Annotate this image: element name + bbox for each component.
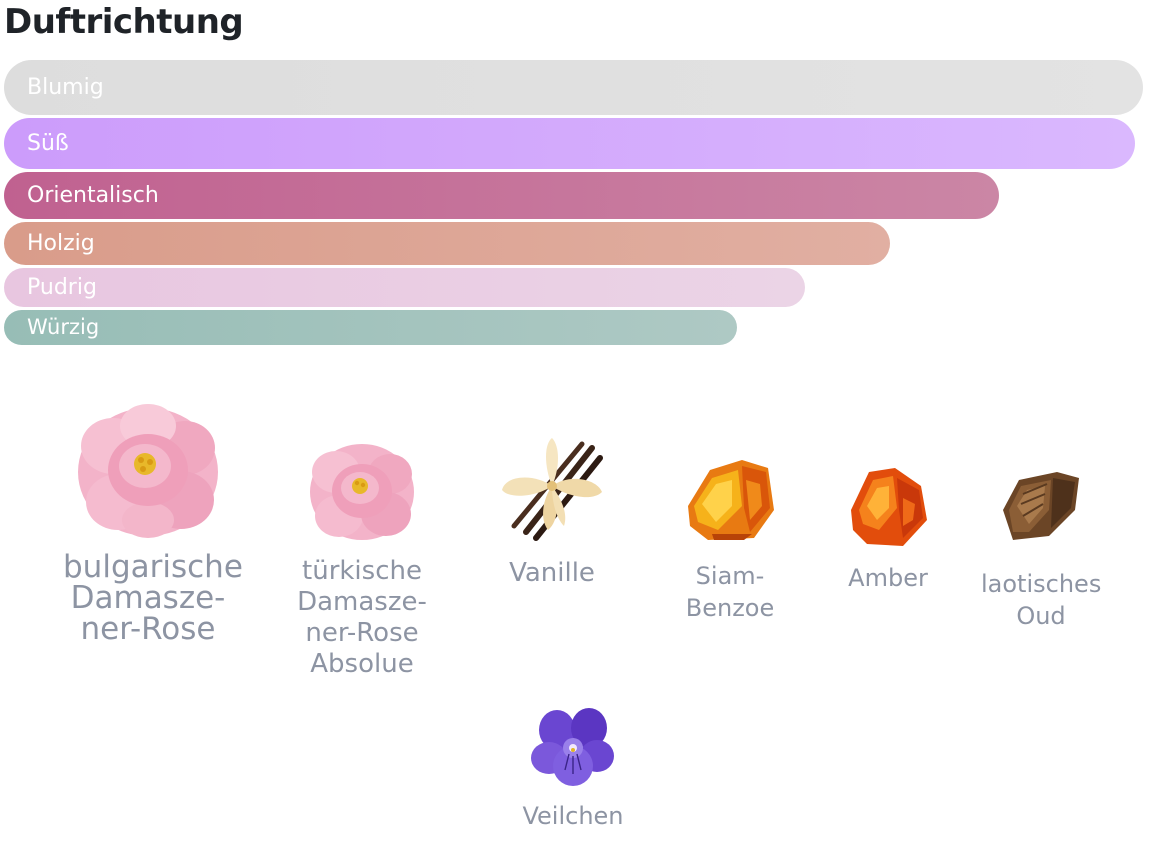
ingredient-name: Siam-Benzoe [685,562,775,622]
section-title: Duftrichtung [4,2,244,42]
scent-bar-label: Holzig [27,230,95,256]
scent-bar-label: Blumig [27,74,104,100]
scent-bar-suess: Süß [4,118,1135,169]
scent-bar-label: Süß [27,130,69,156]
violet-flower-icon [531,708,614,786]
scent-bar-wuerzig: Würzig [4,310,737,345]
ingredient-name: Amber [848,564,928,592]
oud-wood-icon [1003,472,1079,540]
scent-bar-pudrig: Pudrig [4,268,805,307]
scent-bar-blumig: Blumig [4,60,1143,115]
scent-bar-holzig: Holzig [4,222,890,265]
amber-stone-icon [851,468,927,546]
pink-rose-icon [310,444,414,540]
pink-rose-icon [78,404,218,538]
ingredient-name: türkische Damasze-ner-Rose Absolue [297,556,427,679]
ingredient-laotian-oud: laotisches Oud [978,470,1104,632]
ingredient-turkish-rose: türkische Damasze-ner-Rose Absolue [292,436,432,680]
ingredient-violet: Veilchen [516,704,630,832]
vanilla-flower-icon [502,438,603,541]
ingredient-amber: Amber [832,464,944,594]
orange-resin-icon [688,460,774,540]
scent-bar-orientalisch: Orientalisch [4,172,999,219]
scent-bar-label: Würzig [27,315,100,339]
ingredient-name: Veilchen [522,802,624,830]
scent-bar-label: Orientalisch [27,182,159,208]
ingredient-name: bulgarische Damasze-ner-Rose [63,549,243,647]
ingredient-name: Vanille [509,558,595,588]
ingredient-name: laotisches Oud [981,570,1102,630]
scent-bar-label: Pudrig [27,274,97,300]
ingredient-siam-benzoin: Siam-Benzoe [670,450,790,624]
ingredient-bulgarian-rose: bulgarische Damasze-ner-Rose [58,396,243,647]
ingredient-vanilla: Vanille [484,434,620,589]
